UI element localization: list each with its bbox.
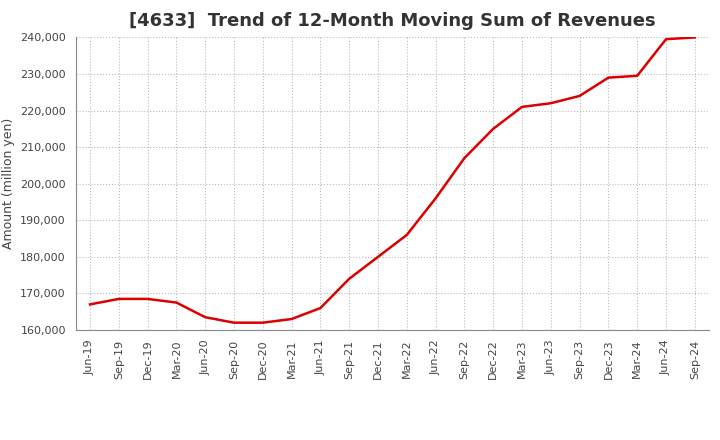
Y-axis label: Amount (million yen): Amount (million yen) (1, 118, 14, 249)
Title: [4633]  Trend of 12-Month Moving Sum of Revenues: [4633] Trend of 12-Month Moving Sum of R… (129, 12, 656, 30)
